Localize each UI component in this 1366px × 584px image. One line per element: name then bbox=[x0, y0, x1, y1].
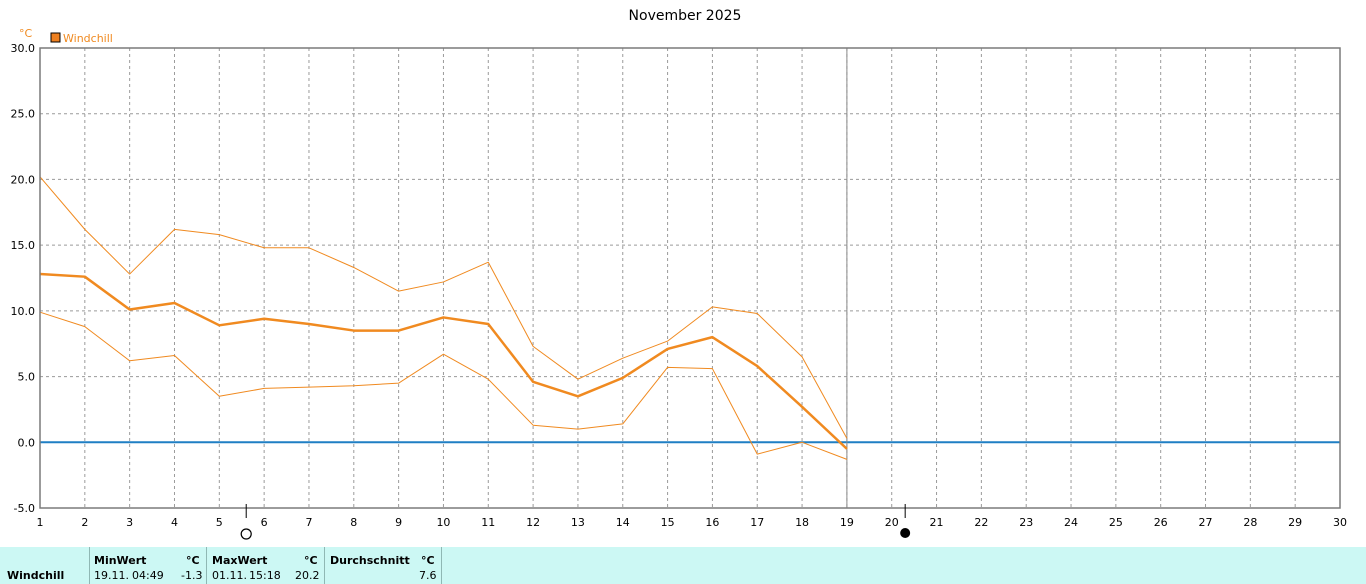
y-tick-label: 5.0 bbox=[18, 371, 36, 384]
x-tick-label: 5 bbox=[216, 516, 223, 529]
summary-row-label: Windchill bbox=[7, 569, 65, 582]
x-tick-label: 6 bbox=[261, 516, 268, 529]
x-tick-label: 28 bbox=[1243, 516, 1257, 529]
x-tick-label: 25 bbox=[1109, 516, 1123, 529]
x-tick-label: 1 bbox=[37, 516, 44, 529]
series-line-min bbox=[39, 311, 848, 460]
x-tick-label: 14 bbox=[616, 516, 630, 529]
x-tick-label: 4 bbox=[171, 516, 178, 529]
avg-value: 7.6 bbox=[419, 569, 437, 582]
x-tick-label: 22 bbox=[974, 516, 988, 529]
x-tick-label: 27 bbox=[1199, 516, 1213, 529]
x-tick-label: 2 bbox=[81, 516, 88, 529]
series-group bbox=[39, 48, 1340, 508]
summary-divider bbox=[89, 547, 90, 584]
min-unit: °C bbox=[186, 554, 200, 567]
full-moon-icon bbox=[240, 528, 252, 540]
y-tick-label: 15.0 bbox=[11, 239, 36, 252]
x-tick-label: 17 bbox=[750, 516, 764, 529]
summary-table: Windchill MinWert °C 19.11. 04:49 -1.3 M… bbox=[0, 547, 1366, 584]
y-axis-unit: °C bbox=[19, 27, 33, 40]
x-tick-label: 12 bbox=[526, 516, 540, 529]
x-tick-label: 26 bbox=[1154, 516, 1168, 529]
x-tick-label: 10 bbox=[436, 516, 450, 529]
min-time: 04:49 bbox=[132, 569, 164, 582]
x-tick-label: 16 bbox=[705, 516, 719, 529]
y-tick-label: 30.0 bbox=[11, 42, 36, 55]
summary-divider bbox=[206, 547, 207, 584]
summary-divider bbox=[324, 547, 325, 584]
min-date: 19.11. bbox=[94, 569, 129, 582]
chart-title: November 2025 bbox=[629, 8, 742, 24]
y-tick-label: 0.0 bbox=[18, 436, 36, 449]
series-line-avg bbox=[39, 272, 848, 450]
x-tick-label: 19 bbox=[840, 516, 854, 529]
y-tick-label: 25.0 bbox=[11, 108, 36, 121]
max-time: 15:18 bbox=[249, 569, 281, 582]
new-moon-icon bbox=[900, 528, 911, 538]
legend-swatch bbox=[50, 32, 61, 43]
summary-divider bbox=[441, 547, 442, 584]
x-tick-label: 15 bbox=[661, 516, 675, 529]
plot-frame bbox=[39, 47, 1341, 509]
y-tick-label: 20.0 bbox=[11, 173, 36, 186]
x-tick-label: 3 bbox=[126, 516, 133, 529]
min-value: -1.3 bbox=[181, 569, 203, 582]
avg-unit: °C bbox=[421, 554, 435, 567]
x-tick-label: 18 bbox=[795, 516, 809, 529]
x-tick-label: 20 bbox=[885, 516, 899, 529]
x-tick-label: 8 bbox=[350, 516, 357, 529]
x-tick-label: 11 bbox=[481, 516, 495, 529]
windchill-chart: November 2025 °C Windchill 30.025.020.01… bbox=[11, 8, 1347, 540]
avg-header: Durchschnitt bbox=[330, 554, 410, 567]
min-header: MinWert bbox=[94, 554, 147, 567]
y-tick-label: -5.0 bbox=[14, 502, 35, 515]
max-value: 20.2 bbox=[295, 569, 320, 582]
x-tick-label: 7 bbox=[305, 516, 312, 529]
x-tick-label: 9 bbox=[395, 516, 402, 529]
grid bbox=[40, 48, 1340, 508]
max-date: 01.11. bbox=[212, 569, 247, 582]
series-line-max bbox=[39, 176, 848, 439]
axes: 30.025.020.015.010.05.00.0-5.01 2 3 4 5 6 7 8 9 1… bbox=[11, 42, 1347, 540]
max-header: MaxWert bbox=[212, 554, 268, 567]
max-unit: °C bbox=[304, 554, 318, 567]
x-tick-label: 30 bbox=[1333, 516, 1347, 529]
x-tick-label: 29 bbox=[1288, 516, 1302, 529]
legend-label: Windchill bbox=[63, 32, 113, 45]
x-tick-label: 24 bbox=[1064, 516, 1078, 529]
x-tick-label: 13 bbox=[571, 516, 585, 529]
x-tick-label: 23 bbox=[1019, 516, 1033, 529]
x-tick-label: 21 bbox=[930, 516, 944, 529]
y-tick-label: 10.0 bbox=[11, 305, 36, 318]
